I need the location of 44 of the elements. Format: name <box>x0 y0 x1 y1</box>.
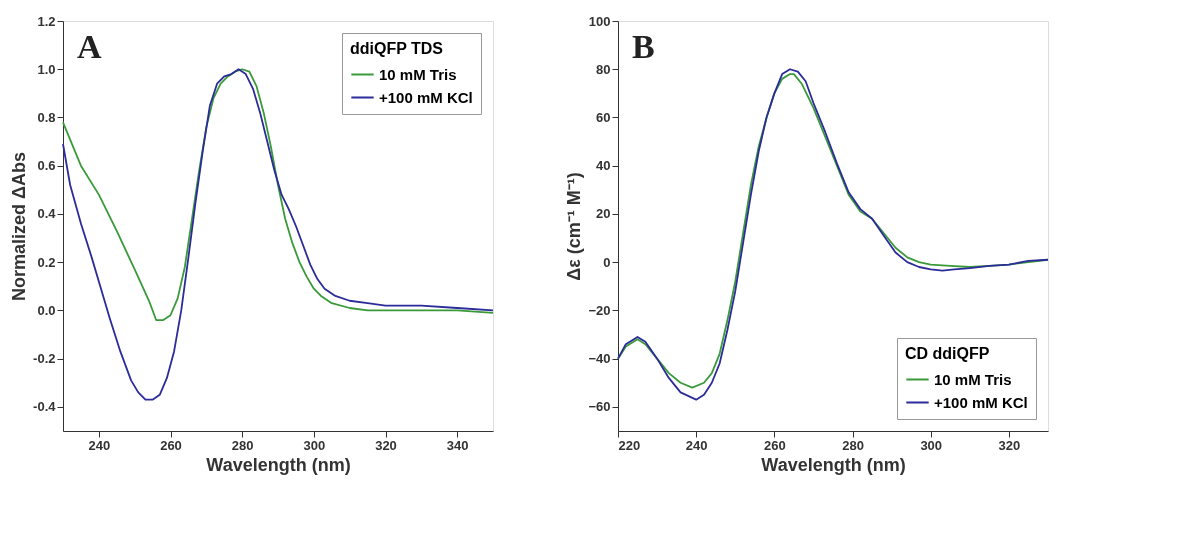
x-tick-label: 260 <box>160 437 182 453</box>
x-tick-label: 280 <box>842 437 864 453</box>
line-series <box>62 68 494 401</box>
y-tick-label: 0.2 <box>37 254 56 270</box>
y-tick-label: −40 <box>588 351 611 367</box>
legend-label: +100 mM KCl <box>934 393 1028 411</box>
x-tick-label: 340 <box>446 437 469 453</box>
y-tick-label: 80 <box>596 61 611 77</box>
y-tick-label: 100 <box>588 13 611 29</box>
y-tick-label: 0 <box>603 254 611 270</box>
line-series <box>62 68 494 321</box>
x-tick-label: 240 <box>88 437 111 453</box>
x-tick-label: 300 <box>303 437 326 453</box>
y-tick-label: 0.4 <box>37 206 57 222</box>
legend-label: 10 mM Tris <box>379 65 457 83</box>
y-axis-title: Δε (cm⁻¹ M⁻¹) <box>564 172 585 281</box>
y-tick-label: 0.0 <box>37 302 56 318</box>
y-tick-label: -0.2 <box>33 351 56 367</box>
legend-title: ddiQFP TDS <box>350 40 444 57</box>
y-tick-label: 0.8 <box>37 109 56 125</box>
y-tick-label: 60 <box>596 109 611 125</box>
x-tick-label: 320 <box>375 437 397 453</box>
y-tick-label: 0.6 <box>37 158 56 174</box>
chart-title: B <box>632 28 655 65</box>
x-tick-label: 320 <box>998 437 1021 453</box>
x-axis-title: Wavelength (nm) <box>206 454 351 475</box>
y-tick-label: −60 <box>588 399 611 415</box>
y-tick-label: -0.4 <box>33 399 57 415</box>
y-tick-label: 1.0 <box>37 61 56 77</box>
x-axis-title: Wavelength (nm) <box>761 454 906 475</box>
y-tick-label: 20 <box>596 206 611 222</box>
legend-label: +100 mM KCl <box>379 88 473 106</box>
x-tick-label: 300 <box>920 437 943 453</box>
x-tick-label: 260 <box>764 437 786 453</box>
x-tick-label: 240 <box>685 437 708 453</box>
legend-label: 10 mM Tris <box>934 370 1012 388</box>
chart-title: A <box>77 28 102 65</box>
y-tick-label: 40 <box>596 158 611 174</box>
y-tick-label: 1.2 <box>37 13 56 29</box>
x-tick-label: 220 <box>618 437 641 453</box>
legend-title: CD ddiQFP <box>905 345 990 362</box>
y-tick-label: −20 <box>588 302 611 318</box>
x-tick-label: 280 <box>231 437 254 453</box>
y-axis-title: Normalized ΔAbs <box>9 152 30 301</box>
